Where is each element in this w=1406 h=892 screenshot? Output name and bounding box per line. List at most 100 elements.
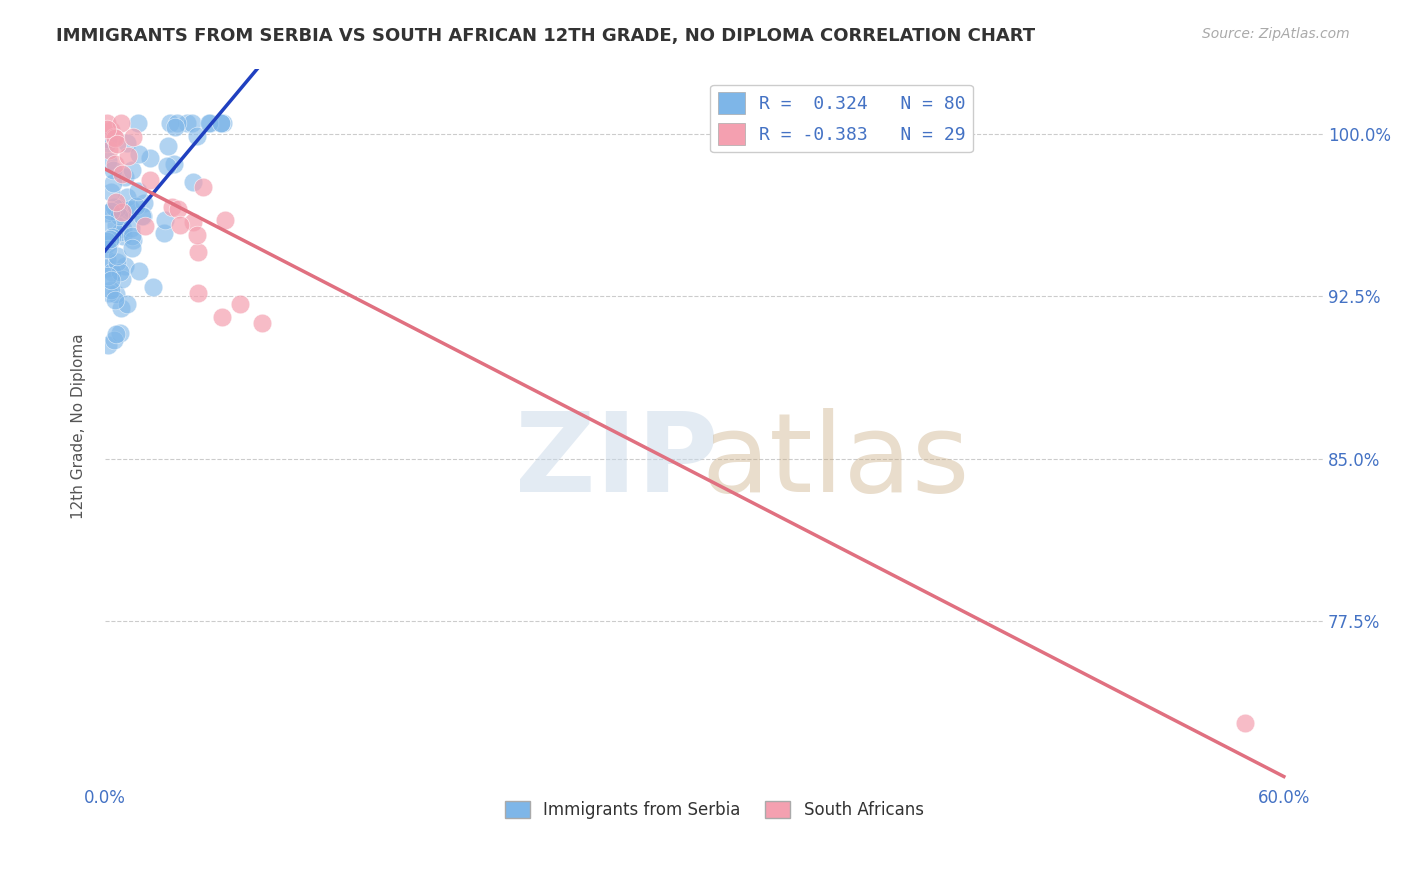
Point xyxy=(104,156,127,170)
Point xyxy=(100,234,122,248)
Point xyxy=(105,218,128,232)
Point xyxy=(128,264,150,278)
Point xyxy=(110,272,132,286)
Point xyxy=(250,316,273,330)
Point xyxy=(112,228,135,243)
Point xyxy=(160,200,183,214)
Point xyxy=(153,226,176,240)
Point xyxy=(117,202,139,217)
Point xyxy=(187,286,209,301)
Point xyxy=(105,137,128,152)
Point xyxy=(115,190,138,204)
Point xyxy=(181,175,204,189)
Point xyxy=(110,265,132,279)
Point xyxy=(100,283,122,297)
Text: Source: ZipAtlas.com: Source: ZipAtlas.com xyxy=(1202,27,1350,41)
Point xyxy=(156,160,179,174)
Point xyxy=(121,228,143,243)
Text: ZIP: ZIP xyxy=(515,409,718,516)
Point xyxy=(214,213,236,227)
Point xyxy=(96,235,118,249)
Point xyxy=(97,153,120,168)
Point xyxy=(101,176,124,190)
Point xyxy=(103,200,125,214)
Point xyxy=(111,167,134,181)
Point xyxy=(108,225,131,239)
Point xyxy=(212,116,235,130)
Point xyxy=(128,147,150,161)
Point xyxy=(159,116,181,130)
Point xyxy=(100,186,122,200)
Point xyxy=(110,116,132,130)
Point xyxy=(127,184,149,198)
Point xyxy=(198,116,221,130)
Point xyxy=(98,285,121,300)
Point xyxy=(166,202,188,217)
Point xyxy=(134,195,156,210)
Point xyxy=(98,144,121,158)
Point xyxy=(103,333,125,347)
Point xyxy=(181,116,204,130)
Point xyxy=(181,215,204,229)
Point xyxy=(134,219,156,233)
Point xyxy=(131,209,153,223)
Point xyxy=(96,116,118,130)
Point xyxy=(96,136,118,151)
Point xyxy=(155,213,177,227)
Point xyxy=(96,122,118,136)
Point xyxy=(121,233,143,247)
Point xyxy=(122,130,145,145)
Point xyxy=(105,255,128,269)
Point xyxy=(96,206,118,220)
Point xyxy=(103,129,125,144)
Point xyxy=(117,149,139,163)
Point xyxy=(108,326,131,340)
Point xyxy=(96,133,118,147)
Point xyxy=(139,151,162,165)
Point xyxy=(157,139,180,153)
Y-axis label: 12th Grade, No Diploma: 12th Grade, No Diploma xyxy=(72,334,86,519)
Point xyxy=(105,327,128,342)
Point xyxy=(105,194,128,209)
Point xyxy=(96,261,118,276)
Text: atlas: atlas xyxy=(702,409,970,516)
Point xyxy=(100,272,122,286)
Point xyxy=(169,218,191,232)
Point xyxy=(96,217,118,231)
Point xyxy=(114,169,136,184)
Point xyxy=(100,204,122,219)
Point xyxy=(111,222,134,236)
Point xyxy=(200,116,222,130)
Point xyxy=(176,116,198,130)
Point xyxy=(115,296,138,310)
Point xyxy=(101,163,124,178)
Point xyxy=(101,230,124,244)
Point xyxy=(209,116,232,130)
Point xyxy=(121,162,143,177)
Point xyxy=(105,201,128,215)
Point xyxy=(104,286,127,301)
Point xyxy=(229,297,252,311)
Point xyxy=(1233,716,1256,731)
Point xyxy=(209,116,232,130)
Point xyxy=(96,253,118,268)
Point xyxy=(131,210,153,224)
Point xyxy=(142,280,165,294)
Point xyxy=(120,202,142,217)
Point xyxy=(108,209,131,223)
Point xyxy=(121,242,143,256)
Point xyxy=(120,220,142,235)
Point xyxy=(163,157,186,171)
Point xyxy=(186,128,208,143)
Point xyxy=(97,338,120,352)
Point xyxy=(211,310,233,325)
Point xyxy=(111,205,134,219)
Point xyxy=(139,172,162,186)
Point xyxy=(97,269,120,284)
Point xyxy=(127,116,149,130)
Point xyxy=(187,245,209,260)
Point xyxy=(165,120,187,135)
Point xyxy=(97,132,120,146)
Point xyxy=(107,249,129,263)
Point xyxy=(104,130,127,145)
